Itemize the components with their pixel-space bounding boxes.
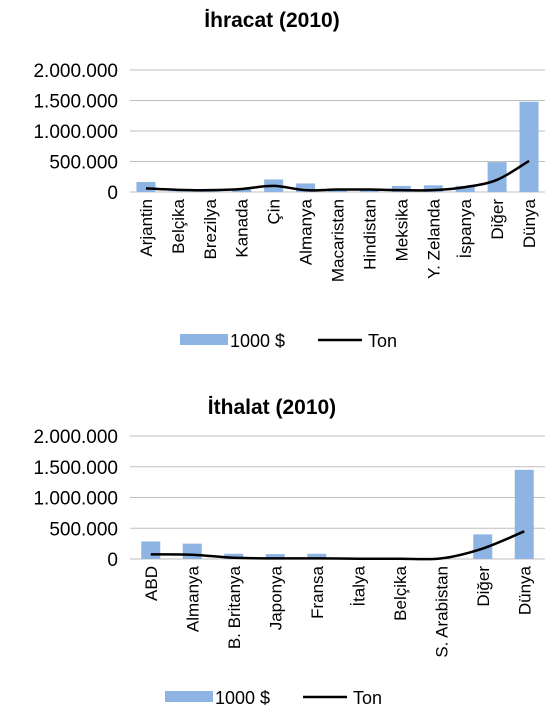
bar (182, 543, 202, 559)
legend: 1000 $ Ton (165, 688, 382, 708)
y-tick-label: 0 (107, 550, 118, 571)
bar (232, 189, 252, 192)
y-tick-label: 2.000.000 (33, 61, 118, 82)
bar (473, 534, 493, 559)
x-tick-label: ABD (142, 566, 161, 601)
x-tick-label: S. Arabistan (432, 566, 451, 658)
bar (423, 185, 443, 192)
legend-bar-swatch (165, 691, 213, 702)
bar (514, 469, 534, 559)
x-tick-label: Fransa (308, 565, 327, 618)
legend: 1000 $ Ton (180, 331, 397, 351)
bar (307, 553, 327, 559)
bar (168, 191, 188, 192)
x-tick-label: Japonya (266, 565, 285, 630)
x-tick-label: Kanada (233, 198, 252, 257)
x-tick-label: İtalya (349, 565, 368, 606)
y-tick-label: 500.000 (49, 519, 118, 540)
legend-label-bar: 1000 $ (215, 688, 270, 708)
x-tick-label: Hindistan (360, 199, 379, 270)
y-tick-label: 0 (107, 183, 118, 204)
y-tick-label: 500.000 (49, 153, 118, 174)
x-tick-label: Diğer (474, 566, 493, 607)
x-tick-label: B. Britanya (225, 565, 244, 649)
bar (224, 553, 244, 559)
bar (136, 181, 156, 192)
bar (141, 541, 161, 559)
y-tick-label: 2.000.000 (33, 427, 118, 448)
x-tick-label: Çin (265, 199, 284, 225)
bar (487, 162, 507, 192)
y-tick-label: 1.000.000 (33, 489, 118, 510)
x-tick-label: Belçika (391, 565, 410, 620)
bar (519, 101, 539, 192)
bar (296, 183, 316, 192)
x-tick-label: Dünya (520, 198, 539, 248)
x-tick-label: Brezilya (201, 198, 220, 259)
x-tick-label: Y. Zelanda (424, 198, 443, 279)
chart-title: İhracat (2010) (204, 9, 339, 32)
x-tick-label: İspanya (456, 198, 475, 258)
x-tick-label: Belçika (169, 198, 188, 253)
y-tick-label: 1.500.000 (33, 458, 118, 479)
x-tick-label: Dünya (515, 565, 534, 615)
x-tick-label: Almanya (183, 565, 202, 632)
y-tick-label: 1.500.000 (33, 92, 118, 113)
legend-label-line: Ton (368, 331, 397, 351)
legend-label-bar: 1000 $ (230, 331, 285, 351)
chart-title: İthalat (2010) (208, 396, 336, 419)
chart-1: İhracat (2010) 0 500.000 1.000.000 1.500.000… (33, 9, 545, 351)
x-tick-label: Macaristan (329, 199, 348, 282)
legend-label-line: Ton (353, 688, 382, 708)
bar (265, 554, 285, 559)
series-line (150, 530, 525, 561)
x-tick-label: Almanya (297, 198, 316, 265)
x-tick-label: Diğer (488, 199, 507, 240)
series-line (145, 159, 530, 192)
chart-2: İthalat (2010) 0 500.000 1.000.000 1.500.000… (33, 396, 545, 708)
x-tick-label: Arjantin (137, 199, 156, 257)
legend-bar-swatch (180, 334, 228, 345)
bar (455, 185, 475, 192)
y-tick-label: 1.000.000 (33, 122, 118, 143)
x-tick-label: Meksika (392, 198, 411, 261)
